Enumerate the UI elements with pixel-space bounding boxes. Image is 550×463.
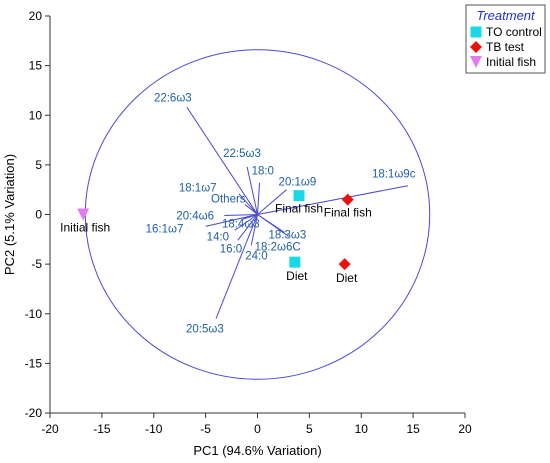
- legend-marker: [470, 56, 482, 68]
- loading-vector: [257, 214, 289, 237]
- loading-vector: [215, 214, 258, 319]
- point-label: Final fish: [275, 202, 323, 216]
- vector-label: 16:1ω7: [146, 223, 184, 235]
- vector-label: 22:6ω3: [154, 92, 192, 104]
- vector-label: 18:1ω7: [179, 183, 217, 195]
- y-axis-title: PC2 (5.1% Variation): [2, 154, 17, 275]
- x-tick-label: -15: [93, 422, 111, 436]
- legend-label: TB test: [486, 40, 525, 54]
- loading-vector: [224, 214, 258, 216]
- y-tick-label: -20: [25, 406, 43, 420]
- data-point: [77, 208, 90, 221]
- y-axis: 20 15 10 5 0 -5 -10 -15 -20: [25, 9, 50, 420]
- y-tick-label: -10: [25, 307, 43, 321]
- legend-marker: [470, 41, 482, 53]
- y-tick-label: 20: [29, 9, 43, 23]
- y-tick-label: 5: [35, 158, 42, 172]
- score-points: Final fish Diet Final fish Diet Initial fish: [60, 190, 372, 285]
- y-tick-label: 10: [29, 108, 43, 122]
- loading-vector: [234, 214, 258, 231]
- loading-vector: [238, 193, 258, 215]
- x-tick-label: 0: [254, 422, 261, 436]
- vector-label: 18:1ω9c: [372, 169, 416, 181]
- vector-label: 14:0: [207, 231, 229, 243]
- x-axis-title: PC1 (94.6% Variation): [193, 443, 321, 458]
- y-tick-label: -5: [31, 257, 42, 271]
- legend-label: Initial fish: [486, 55, 536, 69]
- point-label: Diet: [336, 271, 358, 285]
- loading-vector: [244, 204, 258, 215]
- loading-vector: [250, 214, 258, 246]
- loading-vector: [246, 166, 258, 215]
- vector-label: 18:0: [252, 166, 274, 178]
- data-point: [338, 258, 351, 271]
- loading-vector: [257, 182, 261, 215]
- vector-label: 18:4ω3: [222, 218, 260, 230]
- point-label: Initial fish: [60, 221, 110, 235]
- data-point: [289, 256, 301, 268]
- vector-label: 18:2ω6C: [255, 241, 301, 253]
- y-tick-label: 15: [29, 59, 43, 73]
- x-tick-label: 5: [306, 422, 313, 436]
- point-label: Final fish: [324, 206, 372, 220]
- x-tick-label: 10: [355, 422, 369, 436]
- data-point: [341, 193, 354, 206]
- vector-label: 20:5ω3: [186, 324, 224, 336]
- vector-label: Others: [211, 194, 246, 206]
- vector-label: 20:1ω9: [279, 177, 317, 189]
- loading-vector: [241, 214, 258, 220]
- vector-label: 16:0: [220, 243, 242, 255]
- x-tick-label: -20: [41, 422, 59, 436]
- point-label: Diet: [286, 269, 308, 283]
- legend-label: TO control: [486, 25, 542, 39]
- legend-marker: [470, 26, 482, 38]
- x-tick-label: -5: [200, 422, 211, 436]
- vector-label: 20:4ω6: [176, 210, 214, 222]
- x-axis: -20 -15 -10 -5 0 5 10 15 20: [41, 413, 472, 436]
- data-point: [293, 190, 305, 202]
- loading-vector: [257, 185, 409, 215]
- x-tick-label: -10: [145, 422, 163, 436]
- loading-vector: [205, 214, 258, 227]
- vector-label: 22:5ω3: [223, 148, 261, 160]
- loading-vector: [237, 214, 258, 241]
- loading-vector: [186, 107, 258, 215]
- x-tick-label: 15: [406, 422, 420, 436]
- vector-label: 24:0: [245, 250, 267, 262]
- legend-title: Treatment: [476, 8, 536, 23]
- x-tick-label: 20: [458, 422, 472, 436]
- y-tick-label: -15: [25, 356, 43, 370]
- loading-vector: [257, 189, 287, 215]
- y-tick-label: 0: [35, 208, 42, 222]
